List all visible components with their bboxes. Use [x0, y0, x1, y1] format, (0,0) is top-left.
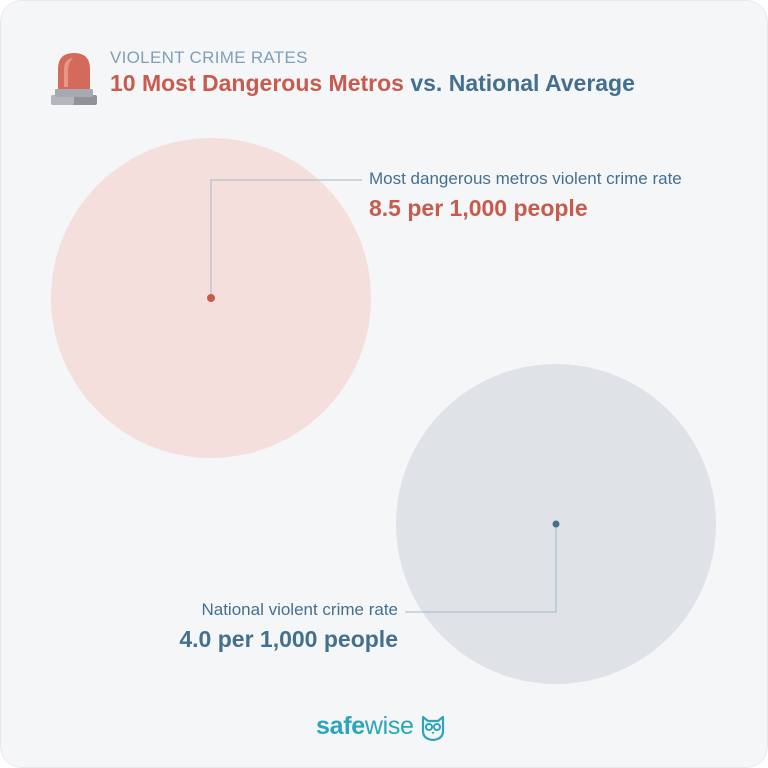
- leader-line-national: [405, 524, 557, 613]
- brand-name-part1: safe: [316, 712, 365, 740]
- callout-metros: Most dangerous metros violent crime rate…: [369, 169, 682, 222]
- callout-national: National violent crime rate 4.0 per 1,00…: [179, 600, 398, 653]
- callout-label-metros: Most dangerous metros violent crime rate: [369, 169, 682, 188]
- callout-value-national: 4.0 per 1,000 people: [179, 626, 398, 652]
- title-rest: vs. National Average: [403, 70, 635, 96]
- callout-label-national: National violent crime rate: [201, 600, 398, 619]
- title-highlight: 10 Most Dangerous Metros: [110, 70, 404, 96]
- chart-eyebrow: VIOLENT CRIME RATES: [110, 48, 308, 67]
- brand-name-part2: wise: [364, 712, 414, 740]
- owl-icon: [421, 715, 444, 741]
- brand-name: safewise: [316, 712, 414, 741]
- chart-title: 10 Most Dangerous Metros vs. National Av…: [110, 70, 635, 97]
- bubble-center-dot-national: [552, 520, 560, 528]
- brand-logo: safewise: [316, 712, 446, 741]
- callout-value-metros: 8.5 per 1,000 people: [369, 195, 588, 221]
- leader-line-metros: [210, 179, 362, 298]
- bubble-center-dot-metros: [207, 294, 215, 302]
- siren-icon: [51, 53, 97, 105]
